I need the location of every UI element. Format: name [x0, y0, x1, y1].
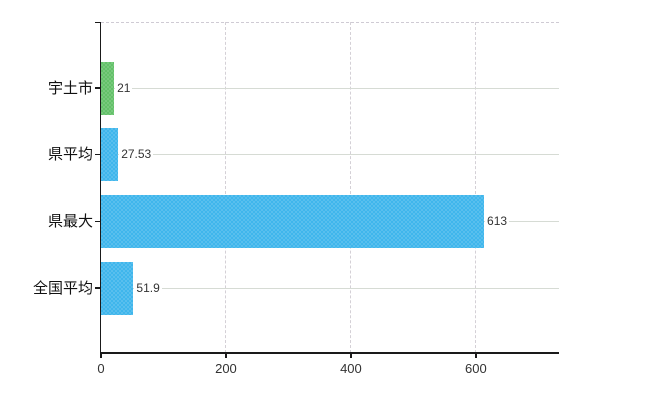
x-tick	[225, 353, 227, 359]
v-gridline	[475, 22, 477, 353]
category-label: 全国平均	[32, 279, 93, 297]
x-tick-label: 0	[97, 361, 105, 376]
y-tick	[94, 87, 101, 89]
v-gridline	[350, 22, 352, 353]
y-tick	[94, 153, 101, 156]
category-label: 県最大	[47, 212, 93, 230]
bar	[101, 261, 134, 315]
category-label: 県平均	[47, 146, 93, 164]
bar-value-label: 27.53	[119, 146, 154, 164]
v-gridline	[225, 22, 227, 353]
x-tick	[475, 353, 477, 359]
x-tick	[100, 353, 102, 359]
bar-value-label: 51.9	[134, 279, 162, 297]
y-tick	[94, 220, 101, 223]
plot-area	[101, 22, 559, 353]
category-label: 宇土市	[47, 79, 93, 97]
x-tick	[350, 353, 352, 359]
x-tick-label: 600	[465, 361, 487, 376]
h-gridline	[101, 87, 559, 89]
bar-value-label: 21	[115, 79, 133, 97]
x-axis-line	[101, 352, 559, 354]
h-gridline	[101, 154, 559, 156]
y-axis-line	[99, 22, 102, 354]
bar	[101, 194, 485, 248]
x-tick-label: 200	[215, 361, 237, 376]
y-tick	[94, 287, 101, 289]
bar	[101, 61, 115, 115]
y-axis-top-tick	[94, 21, 101, 23]
x-tick-label: 400	[340, 361, 362, 376]
bar	[101, 128, 119, 182]
h-gridline	[101, 287, 559, 289]
bar-value-label: 613	[485, 212, 510, 230]
